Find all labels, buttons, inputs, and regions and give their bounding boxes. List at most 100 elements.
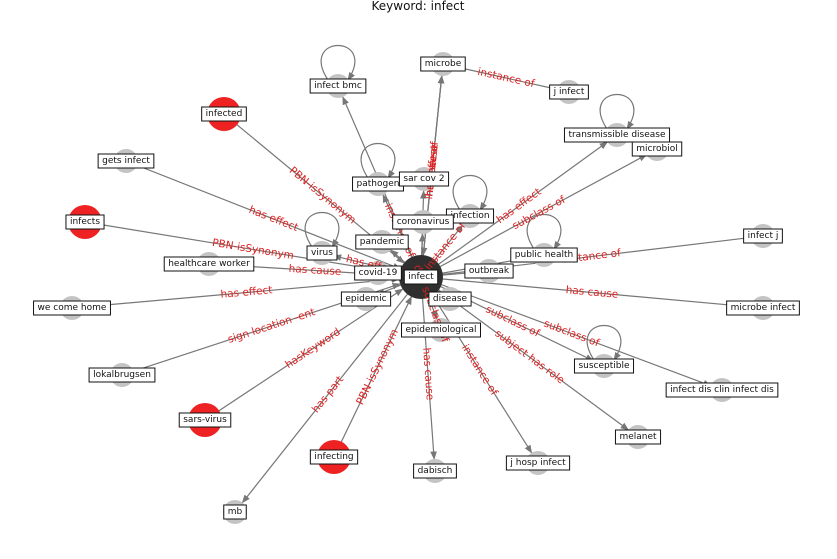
self-loop-edge bbox=[586, 324, 622, 361]
node-label-text: outbreak bbox=[469, 266, 510, 276]
node-label[interactable]: infect bbox=[403, 269, 439, 285]
graph-edge bbox=[420, 276, 437, 460]
edge-label: has cause bbox=[420, 347, 436, 400]
node-label[interactable]: healthcare worker bbox=[163, 256, 255, 272]
edge-label: has effect bbox=[247, 204, 300, 234]
node-label-box bbox=[743, 228, 783, 244]
edge-label: has cause bbox=[288, 263, 341, 278]
node-label-text: transmissible disease bbox=[568, 130, 666, 140]
node-label-box bbox=[413, 463, 457, 479]
self-loop-edge bbox=[599, 93, 635, 130]
node-label[interactable]: pandemic bbox=[355, 234, 409, 250]
node-label-box bbox=[398, 171, 450, 187]
node-label[interactable]: sars-virus bbox=[178, 412, 232, 428]
node-label-text: coronavirus bbox=[397, 217, 450, 227]
node-label[interactable]: infecting bbox=[309, 449, 359, 465]
self-loop-edge bbox=[304, 211, 340, 248]
self-loop-edge bbox=[320, 44, 356, 81]
node-label[interactable]: j infect bbox=[549, 84, 589, 100]
node-label-box bbox=[309, 78, 367, 94]
node-label-box bbox=[401, 322, 481, 338]
node-label-text: melanet bbox=[619, 432, 657, 442]
node-label-text: microbiol bbox=[636, 144, 677, 154]
node-label-text: infect dis clin infect dis bbox=[670, 385, 774, 395]
node-label[interactable]: gets infect bbox=[97, 153, 155, 169]
edge-label: has cause bbox=[565, 284, 619, 301]
node-label-box bbox=[573, 358, 635, 374]
node-label[interactable]: virus bbox=[306, 245, 338, 261]
node-label-text: j hosp infect bbox=[509, 458, 566, 468]
node-label[interactable]: we come home bbox=[33, 300, 111, 316]
node-label-box bbox=[163, 256, 255, 272]
edge-label: has effect bbox=[220, 284, 273, 301]
node-label-box bbox=[33, 300, 111, 316]
node-label[interactable]: infects bbox=[65, 214, 105, 230]
graph-edge bbox=[420, 141, 608, 278]
node-label-box bbox=[510, 247, 578, 263]
self-loop-edge bbox=[360, 142, 396, 179]
node-label-text: infection bbox=[450, 211, 489, 221]
node-label-text: infect bbox=[408, 272, 434, 282]
node-label[interactable]: disease bbox=[428, 291, 472, 307]
node-label[interactable]: covid-19 bbox=[354, 265, 402, 281]
node-label[interactable]: mb bbox=[223, 504, 247, 520]
node-label[interactable]: microbe bbox=[420, 56, 466, 72]
node-label-text: dabisch bbox=[418, 466, 453, 476]
node-label-text: sars-virus bbox=[183, 415, 227, 425]
node-label-box bbox=[223, 504, 247, 520]
node-label[interactable]: infect j bbox=[743, 228, 783, 244]
node-label-box bbox=[726, 300, 800, 316]
node-label[interactable]: dabisch bbox=[413, 463, 457, 479]
node-label-box bbox=[178, 412, 232, 428]
node-label[interactable]: lokalbrugsen bbox=[88, 367, 156, 383]
node-label-box bbox=[614, 429, 662, 445]
node-label[interactable]: infected bbox=[201, 106, 247, 122]
node-label[interactable]: susceptible bbox=[573, 358, 635, 374]
node-label-box bbox=[631, 141, 683, 157]
node-label[interactable]: sar cov 2 bbox=[398, 171, 450, 187]
node-label-box bbox=[88, 367, 156, 383]
node-label-box bbox=[563, 127, 671, 143]
node-label[interactable]: melanet bbox=[614, 429, 662, 445]
node-label-box bbox=[354, 265, 402, 281]
self-loop-edge bbox=[452, 174, 488, 211]
node-label-text: infected bbox=[206, 109, 243, 119]
edge-label: subclass of bbox=[484, 303, 542, 339]
node-label[interactable]: infect dis clin infect dis bbox=[665, 382, 779, 398]
node-label[interactable]: j hosp infect bbox=[505, 455, 571, 471]
node-label[interactable]: microbe infect bbox=[726, 300, 800, 316]
node-label[interactable]: microbiol bbox=[631, 141, 683, 157]
edge-labels-layer: has effect instance of has cause instance o… bbox=[211, 66, 622, 415]
node-label[interactable]: epidemic bbox=[340, 291, 392, 307]
node-label[interactable]: public health bbox=[510, 247, 578, 263]
edge-label: sign location -ent bbox=[226, 306, 316, 346]
node-label[interactable]: infection bbox=[445, 208, 495, 224]
node-label-text: virus bbox=[311, 248, 333, 258]
node-label-text: infects bbox=[70, 217, 100, 227]
edge-label: PBN-isSynonym bbox=[354, 327, 401, 407]
node-label-box bbox=[428, 291, 472, 307]
graph-edge bbox=[333, 296, 412, 458]
node-label-box bbox=[340, 291, 392, 307]
node-label-box bbox=[464, 263, 514, 279]
graph-edge bbox=[84, 221, 401, 276]
node-label[interactable]: epidemiological bbox=[401, 322, 481, 338]
node-label-text: gets infect bbox=[102, 156, 150, 166]
nodes-layer bbox=[60, 52, 775, 524]
node-label[interactable]: pathogen bbox=[352, 176, 404, 192]
node-label-box bbox=[355, 234, 409, 250]
edge-label: subclass of bbox=[542, 318, 601, 350]
node-label-text: healthcare worker bbox=[168, 259, 250, 269]
node-label[interactable]: coronavirus bbox=[392, 214, 454, 230]
node-label-box bbox=[97, 153, 155, 169]
node-label[interactable]: outbreak bbox=[464, 263, 514, 279]
node-label-box bbox=[403, 269, 439, 285]
edge-label: instance of bbox=[476, 66, 535, 90]
graph-edge bbox=[241, 276, 422, 504]
node-label[interactable]: transmissible disease bbox=[563, 127, 671, 143]
node-label[interactable]: infect bmc bbox=[309, 78, 367, 94]
node-label-text: disease bbox=[433, 294, 468, 304]
graph-edge bbox=[420, 276, 752, 310]
graph-edge bbox=[204, 288, 404, 421]
